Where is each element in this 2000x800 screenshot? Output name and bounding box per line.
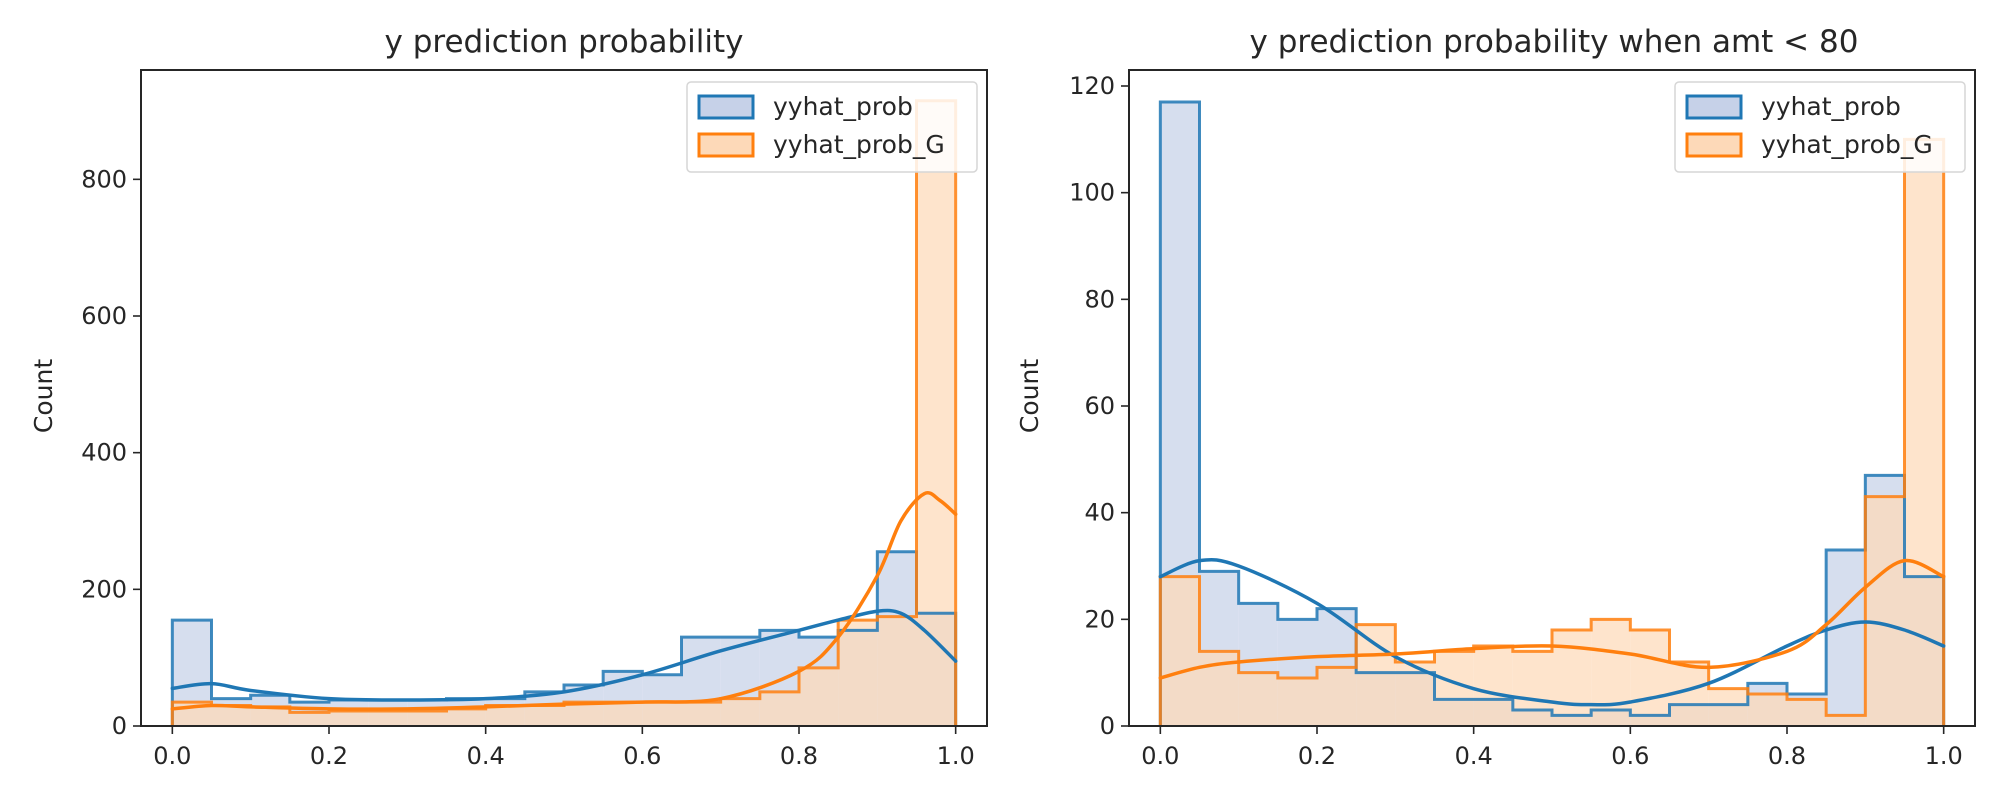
histogram-marks (1158, 100, 1946, 727)
histogram-bar (250, 706, 290, 726)
legend: yyhat_prob yyhat_prob_G (686, 81, 978, 173)
y-tick-label: 0 (1100, 712, 1115, 740)
x-tick-label: 0.4 (467, 742, 505, 770)
y-tick-label: 80 (1084, 285, 1115, 313)
histogram-bar (1826, 550, 1866, 726)
histogram-bar (838, 620, 878, 726)
y-tick-label: 60 (1084, 392, 1115, 420)
histogram-bar (1630, 630, 1670, 726)
kde-curve (1158, 557, 1946, 707)
histogram-bar (1904, 139, 1944, 727)
y-tick-label: 100 (1069, 179, 1115, 207)
x-tick-label: 0.6 (623, 742, 661, 770)
legend-swatch (1685, 132, 1743, 158)
y-axis-label: Count (1015, 359, 1044, 433)
histogram-bar (407, 710, 447, 726)
x-tick-label: 1.0 (937, 742, 975, 770)
x-tick-label: 0.4 (1455, 742, 1493, 770)
histogram-bar (1473, 646, 1513, 726)
legend-label: yyhat_prob (773, 92, 913, 121)
plot-frame (1128, 69, 1976, 727)
y-axis-label: Count (29, 359, 58, 433)
histogram-step-outline (1158, 137, 1946, 726)
histogram-bar (1277, 678, 1317, 726)
y-tick-label: 20 (1084, 605, 1115, 633)
histogram-bar (329, 710, 369, 726)
histogram-bar (1434, 651, 1474, 726)
histogram-bar (681, 702, 721, 726)
y-tick-label: 800 (81, 165, 127, 193)
x-tick-label: 0.8 (780, 742, 818, 770)
histogram-bar (1708, 688, 1748, 726)
axes: 0.0 0.2 0.4 0.6 0.8 1.0 0 200 400 600 800 (81, 165, 975, 770)
histogram-bar (1552, 630, 1592, 726)
axes: 0.0 0.2 0.4 0.6 0.8 1.0 0 20 40 60 80 100 120 (1069, 72, 1963, 770)
kde-curve (170, 608, 958, 702)
histogram-bar (1317, 667, 1357, 726)
legend-label: yyhat_prob_G (773, 130, 945, 159)
legend-swatch (1685, 94, 1743, 120)
legend: yyhat_prob yyhat_prob_G (1674, 81, 1966, 173)
histogram-bar (642, 702, 682, 726)
histogram-bar (1787, 699, 1827, 726)
histogram-bar (1865, 496, 1905, 726)
x-tick-label: 0.0 (1141, 742, 1179, 770)
kde-curves (170, 491, 958, 711)
x-tick-label: 1.0 (1925, 742, 1963, 770)
x-tick-label: 0.0 (153, 742, 191, 770)
histogram-bar (916, 100, 956, 726)
kde-curve (170, 491, 958, 711)
chart-title: y prediction probability when amt < 80 (1250, 24, 1859, 60)
histogram-bar (1512, 651, 1552, 726)
y-tick-label: 600 (81, 302, 127, 330)
histogram-bar (485, 705, 525, 726)
left-histogram-panel: y prediction probability Count 0.0 0.2 0.4… (29, 24, 988, 770)
histogram-bar (720, 698, 760, 726)
histogram-bar (524, 705, 564, 726)
histogram-bar (1356, 624, 1396, 726)
histogram-bar (1826, 715, 1866, 726)
legend-box (1674, 81, 1966, 173)
x-tick-label: 0.2 (1298, 742, 1336, 770)
histogram-bar (211, 705, 251, 726)
legend-label: yyhat_prob_G (1761, 130, 1933, 159)
histogram-bar (564, 702, 604, 726)
y-tick-label: 120 (1069, 72, 1115, 100)
kde-curves (1158, 557, 1946, 707)
legend-label: yyhat_prob (1761, 92, 1901, 121)
y-tick-label: 400 (81, 439, 127, 467)
histogram-bar (799, 667, 839, 726)
x-tick-label: 0.8 (1768, 742, 1806, 770)
histogram-bar (759, 691, 799, 726)
plot-frame (140, 69, 988, 727)
kde-curve (1158, 558, 1946, 680)
histogram-bar (877, 616, 917, 726)
histogram-bar (1238, 672, 1278, 726)
histogram-marks (170, 99, 958, 726)
right-histogram-panel: y prediction probability when amt < 80 C… (1015, 24, 1976, 770)
y-tick-label: 40 (1084, 499, 1115, 527)
histogram-bar (446, 708, 486, 726)
histogram-bar (368, 710, 408, 726)
legend-swatch (697, 132, 755, 158)
y-tick-label: 200 (81, 575, 127, 603)
y-tick-label: 0 (112, 712, 127, 740)
legend-swatch (697, 94, 755, 120)
histogram-step-outline (1158, 100, 1946, 726)
chart-title: y prediction probability (385, 24, 744, 60)
histogram-bar (1160, 576, 1200, 726)
x-tick-label: 0.6 (1611, 742, 1649, 770)
histogram-bar (603, 702, 643, 726)
histogram-bar (289, 712, 329, 726)
histogram-bar (1591, 619, 1631, 726)
histogram-bar (1747, 694, 1787, 726)
x-tick-label: 0.2 (310, 742, 348, 770)
legend-box (686, 81, 978, 173)
